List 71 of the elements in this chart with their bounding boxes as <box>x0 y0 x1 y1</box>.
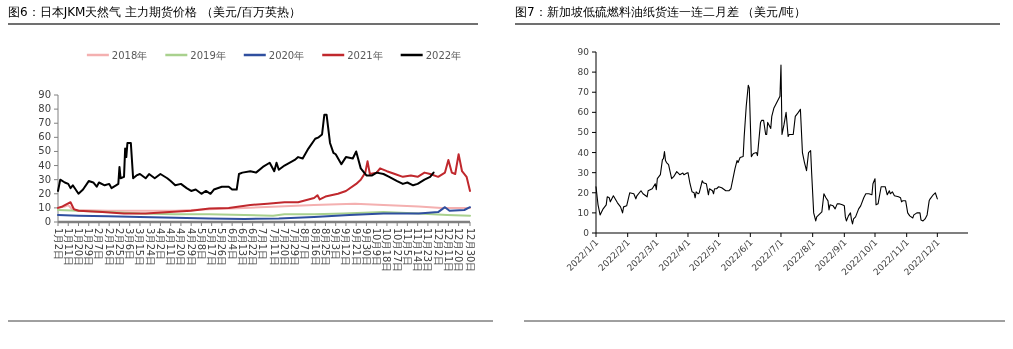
x-tick-label: 9月21日 <box>350 228 362 266</box>
x-tick-label: 4月11日 <box>165 228 177 266</box>
y-tick-label: 10 <box>38 201 51 213</box>
chart-title: 图7：新加坡低硫燃料油纸货连一连二月差 （美元/吨） <box>515 5 807 19</box>
x-tick-label: 2月25日 <box>113 228 125 266</box>
legend-label: 2019年 <box>190 49 226 61</box>
legend-label: 2020年 <box>268 49 305 61</box>
x-tick-label: 7月1日 <box>257 228 269 260</box>
x-tick-label: 9月12日 <box>340 228 352 266</box>
x-tick-label: 7月29日 <box>289 228 301 266</box>
x-tick-label: 3月15日 <box>134 228 146 266</box>
x-tick-label: 12月2日 <box>432 228 444 266</box>
legend-label: 2018年 <box>111 49 148 61</box>
x-tick-label: 7月20日 <box>278 228 290 266</box>
x-tick-label: 9月30日 <box>360 228 372 266</box>
x-tick-label: 2月7日 <box>93 228 105 260</box>
x-tick-label: 10月9日 <box>371 228 383 266</box>
x-tick-label: 5月26日 <box>216 228 228 266</box>
line-series <box>57 153 471 215</box>
y-tick-label: 80 <box>38 103 51 115</box>
x-tick-label: 4月29日 <box>185 228 197 266</box>
x-tick-label: 1月2日 <box>52 228 64 260</box>
x-tick-label: 4月2日 <box>154 228 166 260</box>
line-series <box>57 202 471 212</box>
y-tick-label: 40 <box>577 147 590 158</box>
x-tick-label: 3月6日 <box>124 228 136 260</box>
x-tick-label: 8月25日 <box>319 228 331 266</box>
x-tick-label: 2月16日 <box>103 228 115 266</box>
x-tick-label: 5月17日 <box>206 228 218 266</box>
x-tick-label: 11月23日 <box>422 228 434 272</box>
y-tick-label: 0 <box>583 228 590 238</box>
y-tick-label: 30 <box>38 173 51 185</box>
legend-label: 2022年 <box>425 49 462 61</box>
y-tick-label: 20 <box>577 187 590 198</box>
x-tick-label: 10月18日 <box>381 228 393 272</box>
x-tick-label: 1月29日 <box>83 228 95 266</box>
y-tick-label: 90 <box>38 89 51 100</box>
y-tick-label: 60 <box>577 107 590 118</box>
x-tick-label: 1月20日 <box>72 228 84 266</box>
x-tick-label: 6月13日 <box>236 228 248 266</box>
legend-label: 2021年 <box>347 49 383 61</box>
y-tick-label: 50 <box>38 145 51 157</box>
x-tick-label: 8月16日 <box>309 228 321 266</box>
y-tick-label: 70 <box>577 87 590 98</box>
x-tick-label: 8月7日 <box>299 228 311 260</box>
y-tick-label: 10 <box>577 207 590 218</box>
y-tick-label: 50 <box>577 127 590 138</box>
x-tick-label: 12月20日 <box>453 228 465 272</box>
y-tick-label: 20 <box>38 187 51 199</box>
x-tick-label: 11月5日 <box>401 228 413 266</box>
y-tick-label: 40 <box>38 159 51 171</box>
chart-title: 图6：日本JKM天然气 主力期货价格 （美元/百万英热） <box>8 5 302 19</box>
y-tick-label: 30 <box>577 167 590 178</box>
x-tick-label: 9月3日 <box>330 228 342 260</box>
x-tick-label: 6月22日 <box>247 228 259 266</box>
y-tick-label: 70 <box>38 117 51 129</box>
line-series <box>57 113 435 195</box>
x-tick-label: 1月11日 <box>62 228 74 266</box>
x-tick-label: 5月8日 <box>195 228 207 260</box>
y-tick-label: 60 <box>38 131 51 143</box>
x-tick-label: 10月27日 <box>391 228 403 272</box>
x-tick-label: 11月14日 <box>412 228 424 272</box>
y-tick-label: 0 <box>44 216 51 227</box>
x-tick-label: 6月4日 <box>226 228 238 260</box>
x-tick-label: 4月20日 <box>175 228 187 266</box>
x-tick-label: 12月11日 <box>442 228 454 272</box>
x-tick-label: 7月11日 <box>268 228 280 266</box>
x-tick-label: 12月30日 <box>464 228 476 272</box>
y-tick-label: 90 <box>577 47 590 57</box>
y-tick-label: 80 <box>577 67 590 78</box>
x-tick-label: 3月24日 <box>144 228 156 266</box>
